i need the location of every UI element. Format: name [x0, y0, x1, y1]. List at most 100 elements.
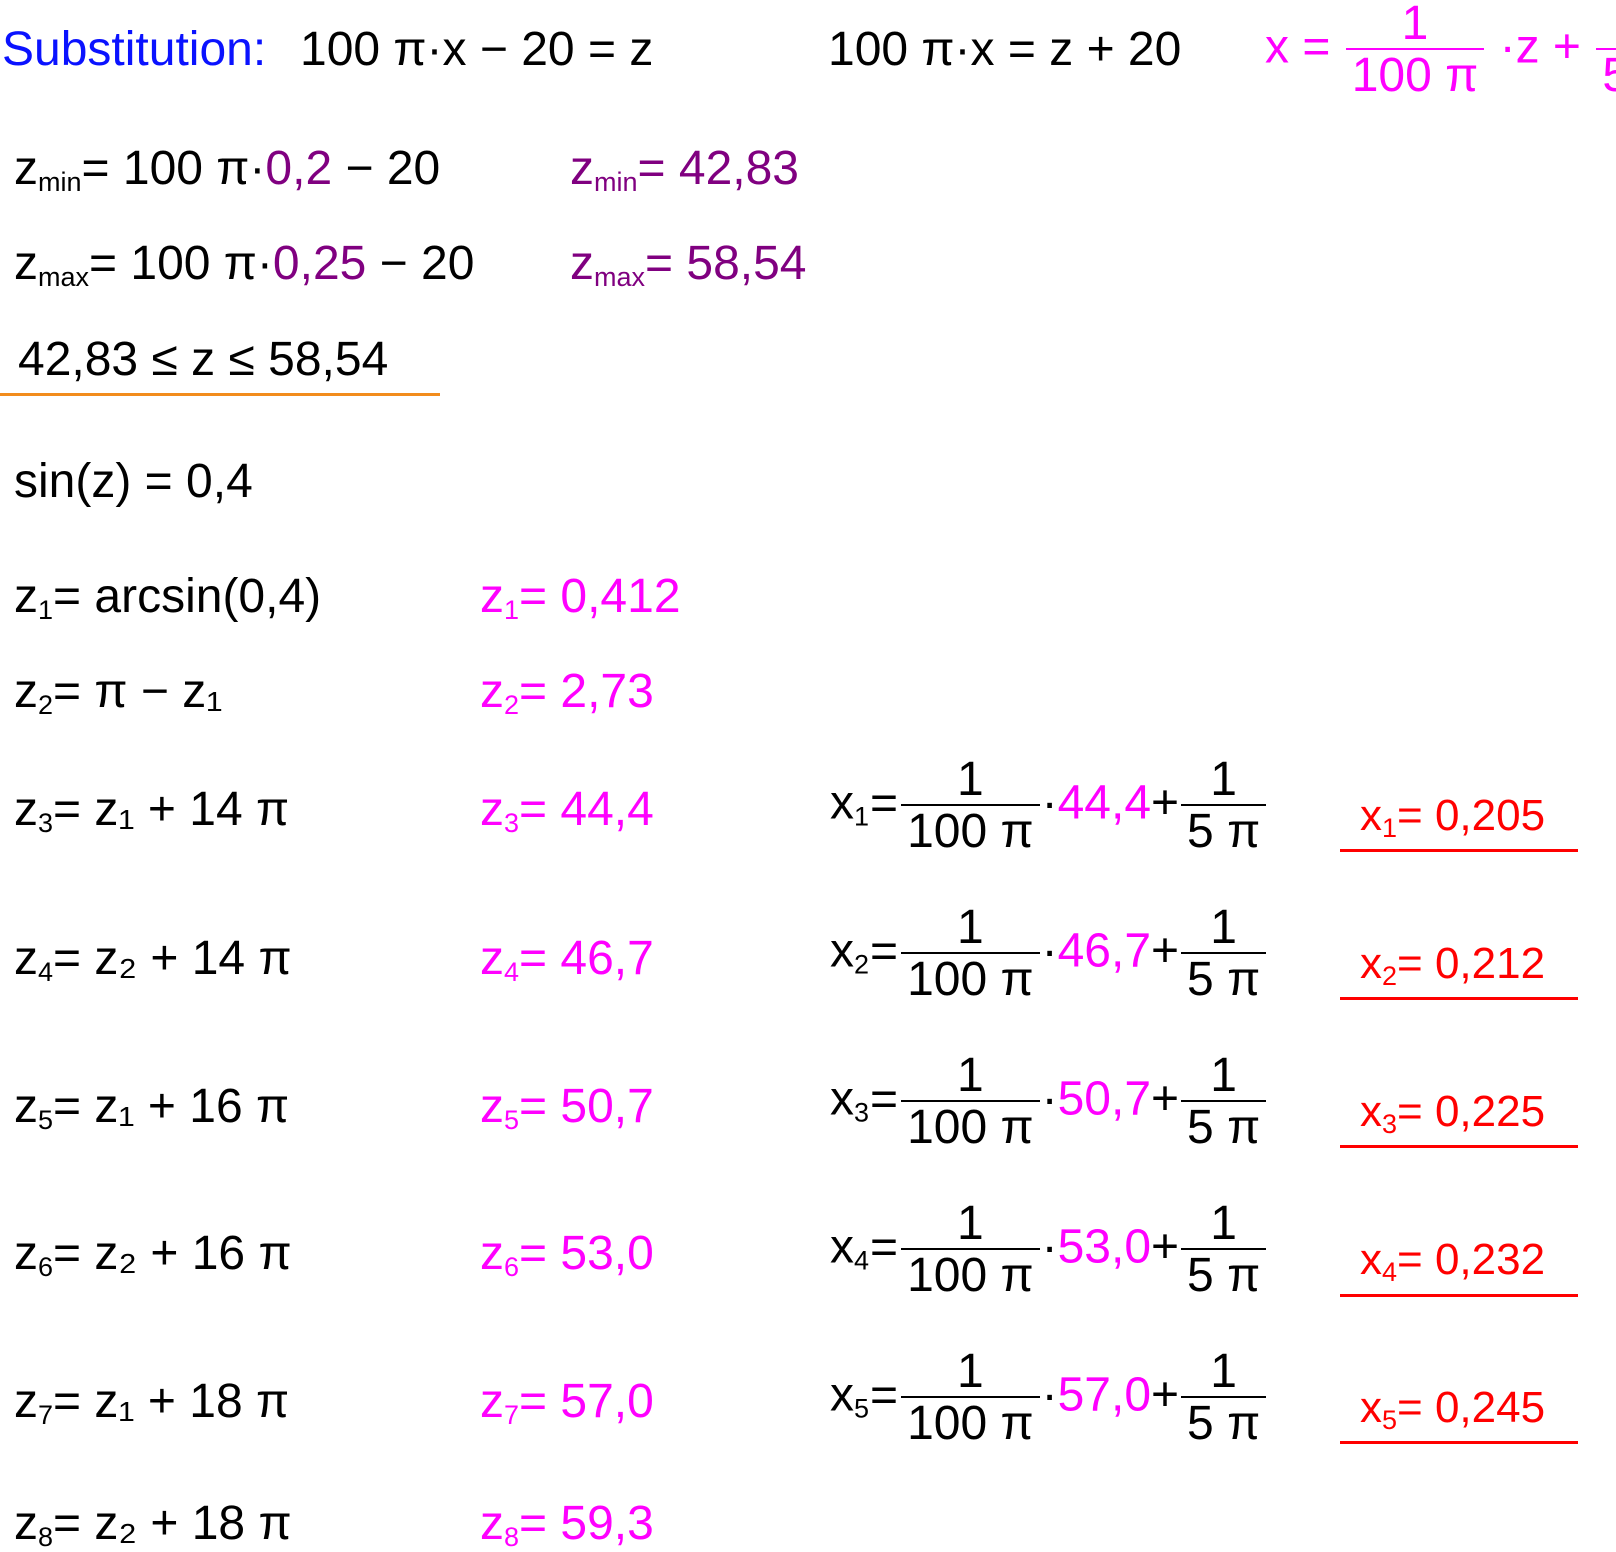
fraction-numerator: 1	[956, 1197, 984, 1250]
z-index: 7	[504, 1399, 520, 1430]
z-row: z4= z₂ + 14 π	[14, 932, 292, 986]
interval: 42,83 ≤ z ≤ 58,54	[18, 333, 389, 386]
x-result: x3= 0,225	[1360, 1087, 1546, 1138]
z-result: z5= 50,7	[480, 1080, 654, 1134]
x-symbol: x	[830, 1220, 854, 1274]
z-index: 6	[38, 1251, 54, 1282]
z-index: 6	[504, 1251, 520, 1282]
x-row: x1= 1 100 π ·44,4+ 1 5 π	[830, 756, 1268, 856]
zmin-sub: min	[38, 166, 82, 197]
fraction-1-over-100pi: 1 100 π	[901, 1052, 1040, 1152]
plus: +	[1151, 1220, 1180, 1274]
zmax-result: zmax= 58,54	[570, 237, 807, 292]
x-symbol: x	[830, 1368, 854, 1422]
x-result-underline	[1340, 1294, 1578, 1297]
zmin-value: 0,2	[265, 142, 333, 195]
z-value: = 59,3	[519, 1497, 654, 1550]
z-substituted-value: 50,7	[1057, 1072, 1152, 1126]
z-expression: = z₁ + 18 π	[53, 1375, 290, 1428]
z-symbol: z	[14, 1497, 38, 1550]
z-row: z8= z₂ + 18 π	[14, 1497, 292, 1551]
zmin-result-sub: min	[594, 166, 638, 197]
fraction-denominator: 5 π	[1181, 952, 1267, 1004]
fraction-numerator: 1	[956, 901, 984, 954]
solved-for-x: x = 1 100 π ·z + 1 5 π	[1265, 0, 1616, 100]
z-row: z5= z₁ + 16 π	[14, 1083, 289, 1134]
x-symbol: x	[1360, 791, 1382, 840]
dot: ·	[1041, 776, 1058, 830]
x-index: 5	[854, 1393, 870, 1424]
z-symbol: z	[14, 783, 38, 836]
solved-lhs: x =	[1265, 20, 1331, 74]
equals: =	[870, 776, 899, 830]
x-symbol: x	[1360, 1235, 1382, 1284]
z-value: = 44,4	[519, 783, 654, 836]
zmin-pre: = 100 π·	[81, 142, 266, 195]
z-result: z4= 46,7	[480, 932, 654, 986]
z-value: = 57,0	[519, 1375, 654, 1428]
solved-mid: ·z +	[1499, 20, 1581, 74]
equals: =	[870, 924, 899, 978]
x-index: 5	[1382, 1404, 1398, 1435]
z-result: z6= 53,0	[480, 1227, 654, 1281]
plus: +	[1151, 924, 1180, 978]
z-substituted-value: 53,0	[1057, 1220, 1152, 1274]
z-index: 2	[38, 689, 54, 720]
x-result-underline	[1340, 849, 1578, 852]
interval-underline	[0, 393, 440, 396]
x-index: 1	[854, 801, 870, 832]
rearranged-equation: 100 π·x = z + 20	[828, 23, 1182, 76]
x-result-underline	[1340, 997, 1578, 1000]
fraction-numerator: 1	[1210, 901, 1237, 954]
z-substituted-value: 44,4	[1057, 776, 1152, 830]
x-result: x1= 0,205	[1360, 791, 1545, 842]
z-symbol: z	[480, 570, 504, 623]
fraction-denominator: 5 π	[1181, 1248, 1267, 1300]
z-index: 5	[38, 1104, 54, 1135]
z-index: 8	[38, 1521, 54, 1552]
z-symbol: z	[480, 1375, 504, 1428]
fraction-denominator: 5 π	[1181, 1396, 1267, 1448]
z-value: = 2,73	[519, 665, 654, 718]
x-value: = 0,232	[1397, 1235, 1546, 1284]
fraction-numerator: 1	[956, 1345, 984, 1398]
z-index: 1	[504, 594, 520, 625]
x-value: = 0,225	[1397, 1087, 1546, 1136]
z-index: 7	[38, 1399, 54, 1430]
x-index: 3	[854, 1097, 870, 1128]
dot: ·	[1041, 1220, 1058, 1274]
fraction-denominator: 100 π	[901, 1100, 1040, 1152]
fraction-denominator: 100 π	[1345, 48, 1485, 100]
x-symbol: x	[1360, 1087, 1382, 1136]
fraction-denominator: 5 π	[1181, 1100, 1267, 1152]
z-value: = 53,0	[519, 1227, 654, 1280]
x-symbol: x	[830, 924, 854, 978]
zmax-result-value: = 58,54	[645, 237, 807, 290]
z-index: 4	[504, 956, 520, 987]
x-index: 2	[1382, 960, 1398, 991]
plus: +	[1151, 1072, 1180, 1126]
z-expression: = arcsin(0,4)	[53, 570, 322, 623]
zmax-expression: zmax= 100 π·0,25 − 20	[14, 237, 475, 292]
z-expression: = z₁ + 14 π	[53, 783, 290, 836]
z-symbol: z	[14, 932, 38, 985]
z-symbol: z	[14, 570, 38, 623]
zmax-sub: max	[38, 261, 90, 292]
z-value: = 50,7	[519, 1080, 654, 1133]
fraction-numerator: 1	[1210, 1197, 1237, 1250]
z-result: z1= 0,412	[480, 570, 681, 624]
z-row: z2= π − z₁	[14, 668, 222, 719]
fraction-numerator: 1	[1210, 1345, 1237, 1398]
fraction-1-over-100pi: 1 100 π	[901, 1348, 1040, 1448]
z-symbol: z	[480, 932, 504, 985]
zmin-result: zmin= 42,83	[570, 142, 799, 197]
z-result: z2= 2,73	[480, 665, 654, 719]
fraction-1-over-100pi: 1 100 π	[901, 756, 1040, 856]
dot: ·	[1041, 1072, 1058, 1126]
zmin-post: − 20	[332, 142, 441, 195]
plus: +	[1151, 1368, 1180, 1422]
x-row: x5= 1 100 π ·57,0+ 1 5 π	[830, 1348, 1268, 1448]
